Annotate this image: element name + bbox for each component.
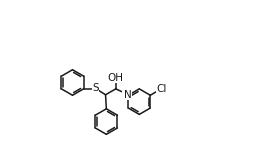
Text: S: S xyxy=(92,83,99,93)
Text: OH: OH xyxy=(108,73,124,83)
Text: Cl: Cl xyxy=(156,84,167,94)
Text: N: N xyxy=(124,90,131,100)
Text: N: N xyxy=(123,89,130,99)
